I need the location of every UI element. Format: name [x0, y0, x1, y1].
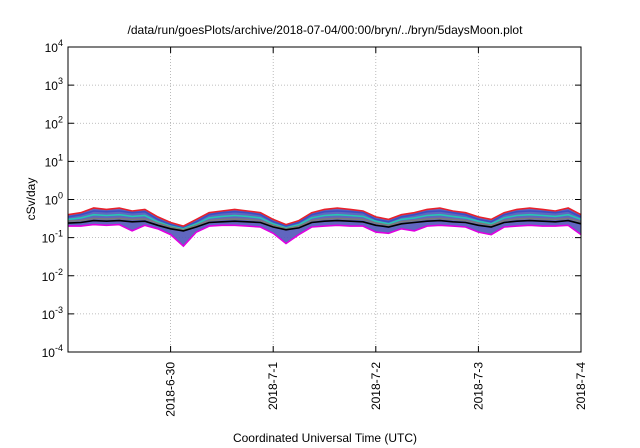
y-tick-label: 100	[45, 191, 63, 208]
series-line-1	[67, 207, 582, 227]
series-line-2	[67, 210, 582, 229]
y-axis-label: cSv/day	[24, 178, 38, 221]
x-tick-label: 2018-6-30	[164, 362, 178, 417]
y-tick-label: 102	[45, 114, 63, 131]
series-line-6	[68, 223, 582, 248]
x-tick-label: 2018-7-4	[574, 362, 588, 410]
series-lines	[67, 207, 582, 248]
x-axis-label: Coordinated Universal Time (UTC)	[233, 431, 417, 445]
chart-title: /data/run/goesPlots/archive/2018-07-04/0…	[128, 23, 524, 37]
y-tick-label: 10-2	[42, 267, 63, 284]
data-band	[68, 208, 581, 247]
series-line-5	[67, 219, 582, 232]
band-area	[68, 208, 581, 247]
x-tick-label: 2018-7-2	[369, 362, 383, 410]
y-tick-label: 10-3	[42, 305, 63, 322]
y-tick-label: 101	[45, 152, 63, 169]
series-line-4	[67, 217, 582, 231]
y-tick-label: 103	[45, 76, 63, 93]
series-line-3	[67, 213, 582, 230]
y-tick-label: 10-1	[42, 229, 63, 246]
x-tick-label: 2018-7-1	[266, 362, 280, 410]
plot-frame	[67, 46, 582, 353]
y-axis: 10-4 10-3 10-2 10-1 100 101 102 103 104	[42, 38, 581, 360]
y-tick-label: 104	[45, 38, 63, 55]
x-tick-label: 2018-7-3	[471, 362, 485, 410]
y-tick-label: 10-4	[42, 343, 63, 360]
x-axis: 2018-6-30 2018-7-1 2018-7-2 2018-7-3 2018-7-…	[164, 47, 588, 417]
grid-lines	[68, 47, 581, 352]
